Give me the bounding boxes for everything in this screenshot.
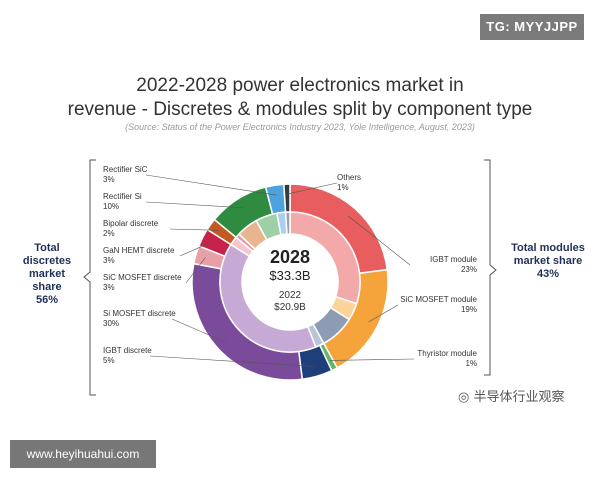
leader-sic-mosfet-discrete (185, 257, 206, 284)
label-si-mosfet-discrete: Si MOSFET discrete (103, 309, 176, 318)
label-pct-si-mosfet-discrete: 30% (103, 319, 119, 328)
leader-igbt-discrete (149, 355, 315, 367)
label-gan-hemt-discrete: GaN HEMT discrete (103, 246, 175, 255)
label-pct-others: 1% (337, 183, 349, 192)
leader-igbt-module (348, 215, 411, 266)
label-rectifier-si: Rectifier Si (103, 192, 142, 201)
chart-title-line2: revenue - Discretes & modules split by c… (67, 99, 533, 120)
label-rectifier-sic: Rectifier SiC (103, 165, 148, 174)
label-pct-sic-mosfet-module: 19% (461, 305, 477, 314)
modules-bracket (484, 159, 497, 376)
label-pct-thyristor-module: 1% (465, 359, 477, 368)
center-year-2028: 2028 (270, 247, 310, 267)
center-hole (242, 234, 338, 330)
label-sic-mosfet-module: SiC MOSFET module (400, 295, 477, 304)
leader-sic-mosfet-module (368, 304, 399, 323)
inner-slice-others (284, 211, 291, 235)
leader-others (287, 182, 338, 195)
watermark-url: www.heyihuahui.com (10, 440, 156, 468)
label-pct-rectifier-sic: 3% (103, 175, 115, 184)
discretes-total-label: Total discretes market share 56% (14, 242, 80, 307)
telegram-badge: TG: MYYJJPP (480, 14, 584, 40)
label-thyristor-module: Thyristor module (417, 349, 477, 358)
discretes-line1: Total (34, 242, 60, 254)
leader-gan-hemt-discrete (179, 241, 212, 257)
center-value-2028: $33.3B (269, 268, 310, 283)
label-igbt-discrete: IGBT discrete (103, 346, 152, 355)
center-value-2022: $20.9B (274, 302, 306, 313)
discretes-line3: market share (28, 268, 66, 293)
label-bipolar-discrete: Bipolar discrete (103, 219, 159, 228)
leader-thyristor-module (329, 358, 415, 361)
label-pct-gan-hemt-discrete: 3% (103, 256, 115, 265)
chart-title: 2022-2028 power electronics market in re… (0, 74, 600, 122)
modules-total-label: Total modules market share 43% (500, 242, 596, 281)
label-pct-bipolar-discrete: 2% (103, 229, 115, 238)
leader-lines (145, 174, 415, 367)
label-sic-mosfet-discrete: SiC MOSFET discrete (103, 273, 182, 282)
label-pct-rectifier-si: 10% (103, 202, 119, 211)
label-pct-igbt-discrete: 5% (103, 356, 115, 365)
watermark-wechat: ◎ 半导体行业观察 (458, 386, 565, 405)
wechat-icon: ◎ (458, 390, 474, 405)
outer-slice-others (283, 183, 291, 213)
discretes-line2: discretes (22, 255, 72, 267)
leader-rectifier-si (145, 201, 243, 208)
leader-si-mosfet-discrete (171, 318, 226, 343)
discretes-pct: 56% (35, 294, 59, 306)
modules-line1: Total modules (511, 242, 585, 254)
label-pct-igbt-module: 23% (461, 265, 477, 274)
label-pct-sic-mosfet-discrete: 3% (103, 283, 115, 292)
label-igbt-module: IGBT module (430, 255, 478, 264)
modules-line2: market share (513, 255, 583, 267)
watermark-right-text: 半导体行业观察 (473, 390, 565, 405)
center-year-2022: 2022 (279, 290, 302, 301)
leader-rectifier-sic (145, 174, 277, 196)
label-others: Others (337, 173, 361, 182)
leader-bipolar-discrete (169, 228, 219, 231)
chart-source: (Source: Status of the Power Electronics… (125, 122, 475, 132)
discretes-bracket (83, 159, 96, 396)
chart-title-line1: 2022-2028 power electronics market in (136, 75, 464, 96)
modules-pct: 43% (536, 268, 560, 280)
